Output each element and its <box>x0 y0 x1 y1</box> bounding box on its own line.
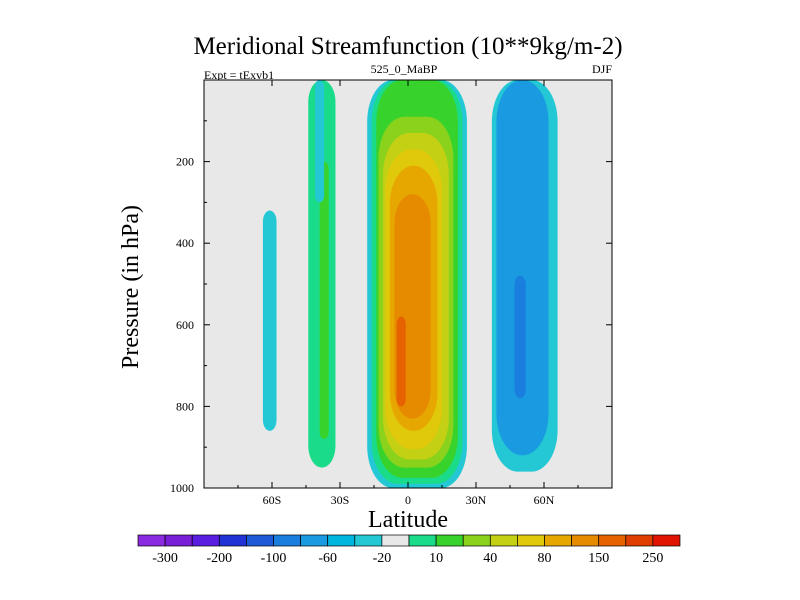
colorbar-swatch <box>381 534 410 547</box>
colorbar-label: -300 <box>152 551 178 566</box>
colorbar-swatch <box>408 534 437 547</box>
colorbar-swatch <box>489 534 518 547</box>
y-tick-label: 200 <box>176 155 194 169</box>
colorbar-swatch <box>544 534 572 547</box>
colorbar-label: -100 <box>261 551 287 566</box>
colorbar-swatch <box>137 534 166 547</box>
colorbar-swatch <box>354 534 383 547</box>
y-axis: 200 400 600 800 1000 <box>170 120 612 495</box>
experiment-label: Expt = tExvb1 <box>204 68 274 82</box>
colorbar-label: -200 <box>206 551 232 566</box>
x-axis: 60S 30S 0 30N 60N <box>237 80 579 507</box>
y-tick-label: 800 <box>176 399 194 413</box>
colorbar-label: 10 <box>429 551 443 566</box>
colorbar-swatch <box>218 534 247 547</box>
colorbar-label: 250 <box>642 551 663 566</box>
colorbar-label: 40 <box>483 551 497 566</box>
y-tick-label: 600 <box>176 318 194 332</box>
contour-layer <box>262 80 558 488</box>
y-tick-label: 1000 <box>170 481 194 495</box>
x-tick-label: 60N <box>534 493 555 507</box>
colorbar-label: 150 <box>588 551 609 566</box>
x-tick-label: 0 <box>405 493 411 507</box>
colorbar-swatch <box>300 534 329 547</box>
season-label: DJF <box>592 62 612 76</box>
colorbar-swatch <box>327 534 356 547</box>
plot-area: 60S 30S 0 30N 60N 200 400 600 800 1000 <box>170 79 613 507</box>
chart-title: Meridional Streamfunction (10**9kg/m-2) <box>193 33 622 60</box>
x-tick-label: 60S <box>263 493 282 507</box>
y-axis-title: Pressure (in hPa) <box>118 205 144 369</box>
colorbar-swatch <box>625 534 654 547</box>
colorbar-swatch <box>246 534 274 547</box>
colorbar-swatch <box>462 534 491 547</box>
colorbar-swatch <box>273 534 301 547</box>
colorbar-swatch <box>191 534 220 547</box>
colorbar-label: -60 <box>318 551 337 566</box>
colorbar-swatch <box>164 534 193 547</box>
contour-band-sh-ferrel-top <box>315 80 325 203</box>
x-tick-label: 30S <box>331 493 350 507</box>
x-axis-title: Latitude <box>368 507 448 533</box>
colorbar-label: -20 <box>373 551 392 566</box>
period-label: 525_0_MaBP <box>371 62 438 76</box>
colorbar-label: 80 <box>538 551 552 566</box>
x-tick-label: 30N <box>466 493 487 507</box>
contour-band-nh-ferrel-core <box>514 275 526 399</box>
colorbar-swatch <box>652 534 681 547</box>
contour-band-sh-polar-weak-cell <box>262 210 277 431</box>
colorbar-swatch <box>435 534 464 547</box>
colorbar-swatch <box>571 534 600 547</box>
colorbar-swatch <box>598 534 627 547</box>
colorbar: -300 -200 -100 -60 -20 10 40 80 150 250 <box>137 534 681 566</box>
colorbar-swatch <box>517 534 545 547</box>
contour-band-hadley-level-250 <box>396 316 406 407</box>
contour-band-nh-ferrel-mid <box>496 80 549 456</box>
contour-band-sh-ferrel-inner <box>319 161 329 440</box>
y-tick-label: 400 <box>176 236 194 250</box>
